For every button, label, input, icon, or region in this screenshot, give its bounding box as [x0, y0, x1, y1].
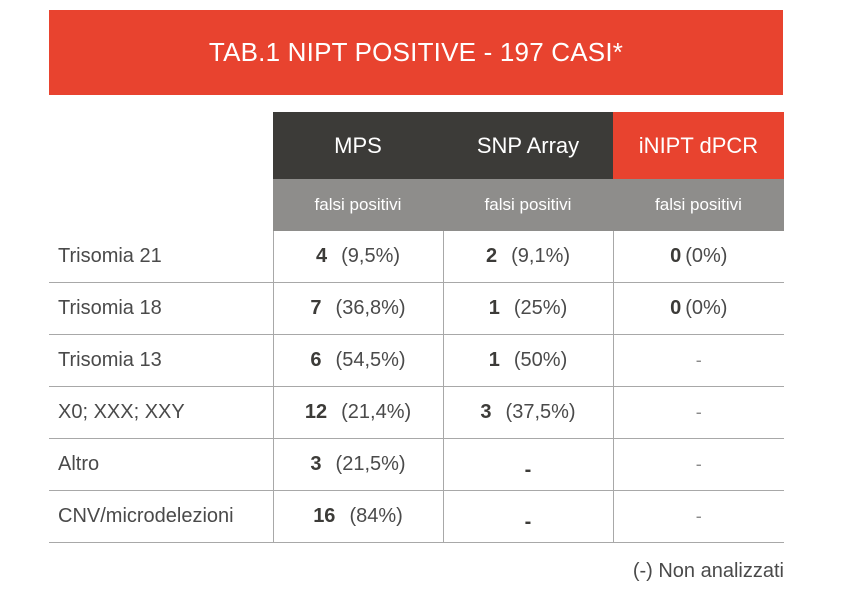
mps-count: 4 [315, 245, 328, 267]
mps-percent: (36,8%) [335, 297, 406, 319]
table-row: Altro 3 (21,5%) - - [49, 438, 784, 491]
row-label: CNV/microdelezioni [49, 490, 274, 543]
not-analyzed-dash: - [695, 350, 702, 370]
row-label: Trisomia 21 [49, 231, 274, 283]
results-table-container: MPS SNP Array iNIPT dPCR falsi positivi … [49, 112, 784, 543]
inipt-cell: 0 (0%) [613, 282, 784, 335]
inipt-count: 0 [670, 297, 682, 319]
mps-cell: 6 (54,5%) [273, 334, 444, 387]
column-header-snp-array: SNP Array [443, 112, 613, 179]
inipt-count: 0 [670, 245, 682, 267]
table-row: X0; XXX; XXY 12 (21,4%) 3 (37,5%) - [49, 386, 784, 439]
not-analyzed-dash: - [524, 459, 532, 481]
snp-cell: 1 (25%) [443, 282, 614, 335]
mps-count: 6 [310, 349, 322, 371]
snp-count: 3 [480, 401, 492, 423]
mps-count: 16 [313, 505, 336, 527]
mps-percent: (21,5%) [335, 453, 406, 475]
subheader-inipt-dpcr: falsi positivi [613, 179, 784, 231]
snp-percent: (37,5%) [505, 401, 576, 423]
mps-percent: (21,4%) [341, 401, 412, 423]
inipt-percent: (0%) [685, 245, 728, 267]
inipt-percent: (0%) [685, 297, 728, 319]
mps-percent: (54,5%) [335, 349, 406, 371]
row-label: Trisomia 18 [49, 282, 274, 335]
table-title: TAB.1 NIPT POSITIVE - 197 CASI* [208, 37, 624, 67]
snp-percent: (9,1%) [511, 245, 571, 267]
mps-count: 12 [304, 401, 328, 423]
mps-cell: 7 (36,8%) [273, 282, 444, 335]
column-header-mps: MPS [273, 112, 443, 179]
not-analyzed-dash: - [695, 454, 702, 474]
column-header-row: MPS SNP Array iNIPT dPCR [49, 112, 784, 179]
inipt-cell: - [613, 334, 784, 387]
snp-percent: (50%) [513, 349, 568, 371]
results-table: MPS SNP Array iNIPT dPCR falsi positivi … [49, 112, 784, 543]
table-row: Trisomia 18 7 (36,8%) 1 (25%) 0 [49, 282, 784, 335]
snp-cell: 2 (9,1%) [443, 231, 614, 283]
table-row: CNV/microdelezioni 16 (84%) - - [49, 490, 784, 543]
header-blank [49, 112, 273, 179]
subheader-blank [49, 179, 273, 231]
snp-cell: - [443, 490, 614, 543]
snp-cell: 3 (37,5%) [443, 386, 614, 439]
not-analyzed-dash: - [695, 506, 702, 526]
snp-count: 1 [488, 297, 500, 319]
inipt-cell: - [613, 386, 784, 439]
footnote-not-analyzed: (-) Non analizzati [632, 560, 784, 582]
mps-count: 7 [310, 297, 322, 319]
inipt-cell: - [613, 490, 784, 543]
mps-cell: 12 (21,4%) [273, 386, 444, 439]
column-header-inipt-dpcr: iNIPT dPCR [613, 112, 784, 179]
table-row: Trisomia 21 4 (9,5%) 2 (9,1%) 0 [49, 231, 784, 283]
snp-count: 2 [485, 245, 498, 267]
snp-percent: (25%) [513, 297, 568, 319]
subheader-snp-array: falsi positivi [443, 179, 613, 231]
not-analyzed-dash: - [524, 511, 532, 533]
subheader-row: falsi positivi falsi positivi falsi posi… [49, 179, 784, 231]
mps-percent: (9,5%) [341, 245, 401, 267]
subheader-mps: falsi positivi [273, 179, 443, 231]
mps-cell: 16 (84%) [273, 490, 444, 543]
row-label: Trisomia 13 [49, 334, 274, 387]
table-row: Trisomia 13 6 (54,5%) 1 (50%) - [49, 334, 784, 387]
inipt-cell: 0 (0%) [613, 231, 784, 283]
snp-count: 1 [488, 349, 500, 371]
mps-count: 3 [310, 453, 322, 475]
title-banner: TAB.1 NIPT POSITIVE - 197 CASI* [49, 10, 783, 95]
snp-cell: 1 (50%) [443, 334, 614, 387]
mps-cell: 3 (21,5%) [273, 438, 444, 491]
row-label: X0; XXX; XXY [49, 386, 274, 439]
snp-cell: - [443, 438, 614, 491]
inipt-cell: - [613, 438, 784, 491]
mps-cell: 4 (9,5%) [273, 231, 444, 283]
not-analyzed-dash: - [695, 402, 702, 422]
row-label: Altro [49, 438, 274, 491]
mps-percent: (84%) [349, 505, 403, 527]
